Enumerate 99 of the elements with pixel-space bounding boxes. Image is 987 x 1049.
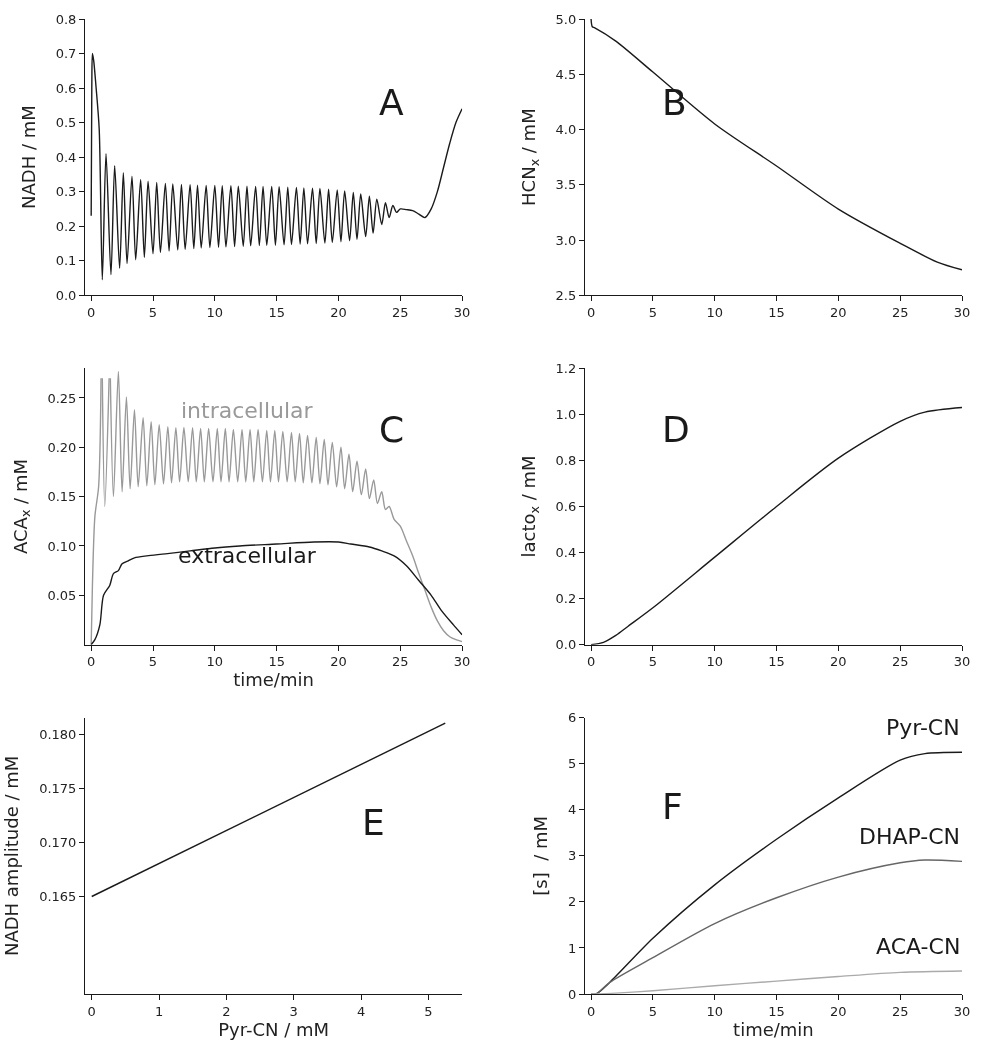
x-tick-label: 5: [148, 304, 158, 320]
x-tick-label: 20: [830, 304, 847, 320]
x-tick-label: 25: [392, 654, 409, 670]
x-tick-label: 10: [206, 654, 224, 670]
x-tick-label: 3: [289, 1003, 298, 1019]
x-tick-label: 5: [148, 654, 158, 670]
y-tick-label: 0.20: [47, 439, 77, 455]
x-tick-label: 15: [268, 654, 285, 670]
text: C: [379, 409, 405, 450]
y-tick-label: 1: [568, 940, 577, 956]
x-tick-label: 30: [453, 304, 471, 320]
series-label: DHAP-CN: [859, 824, 961, 849]
x-tick-label: 20: [330, 304, 347, 320]
y-tick-label: 0.1: [55, 253, 77, 269]
y-tick-label: 3.5: [555, 177, 577, 193]
y-tick-label: 0.170: [39, 834, 77, 850]
x-tick-label: 0: [87, 1003, 96, 1019]
y-tick-label: 4.5: [555, 66, 577, 82]
y-tick-label: 1.0: [555, 406, 577, 422]
x-tick-label: 0: [87, 654, 96, 670]
x-tick-label: 30: [953, 304, 971, 320]
y-axis-title: NADH / mM: [17, 105, 39, 209]
y-tick-label: 6: [568, 710, 577, 726]
text: F: [662, 786, 683, 827]
x-tick-label: 2: [222, 1003, 231, 1019]
x-tick-label: 0: [586, 304, 596, 320]
x-tick-label: 25: [392, 304, 409, 320]
x-tick-label: 25: [891, 1003, 909, 1019]
x-tick-label: 30: [953, 1003, 971, 1019]
y-tick-label: 0.7: [55, 46, 77, 62]
y-tick-label: 0.165: [39, 889, 77, 905]
x-tick-label: 15: [768, 654, 785, 670]
line-series: [590, 970, 962, 994]
y-tick-label: 0.8: [55, 11, 77, 27]
y-tick-label: 0: [568, 986, 577, 1002]
y-tick-label: 3: [568, 848, 577, 864]
y-tick-label: 0.05: [47, 587, 77, 603]
x-tick-label: 0: [87, 304, 96, 320]
y-axis-title: NADH amplitude / mM: [1, 755, 23, 957]
y-tick-label: 0.5: [55, 115, 77, 131]
x-tick-label: 0: [586, 654, 596, 670]
y-tick-label: 0.3: [55, 184, 77, 200]
x-axis-title: time/min: [733, 1018, 814, 1040]
y-tick-label: 0.175: [39, 780, 77, 796]
series-label: Pyr-CN: [886, 715, 960, 740]
y-tick-label: 0.8: [555, 453, 577, 468]
x-tick-label: 10: [706, 654, 723, 670]
line-series: [590, 19, 962, 271]
y-tick-label: 0.6: [555, 499, 577, 515]
line-series: [90, 52, 463, 281]
y-tick-label: 5.0: [555, 11, 577, 27]
y-axis-title: [s] / mM: [530, 816, 552, 896]
y-tick-label: 0.15: [47, 489, 77, 505]
y-tick-label: 4.0: [555, 122, 577, 138]
y-tick-label: 0.6: [55, 80, 77, 96]
y-tick-label: 2.5: [555, 287, 577, 303]
y-tick-label: 0.4: [55, 149, 77, 165]
x-tick-label: 20: [830, 654, 847, 670]
x-tick-label: 30: [953, 654, 971, 670]
y-tick-label: 0.180: [39, 726, 77, 742]
x-tick-label: 4: [356, 1003, 366, 1019]
y-tick-label: 0.4: [555, 545, 577, 561]
series-label: ACA-CN: [876, 934, 961, 959]
x-tick-label: 1: [154, 1003, 164, 1019]
x-tick-label: 10: [706, 304, 723, 320]
x-tick-label: 25: [891, 304, 909, 320]
text: A: [379, 82, 404, 123]
x-tick-label: 10: [206, 304, 224, 320]
y-tick-label: 3.0: [555, 232, 577, 248]
y-tick-label: 1.2: [555, 360, 577, 376]
y-tick-label: 0.2: [55, 218, 77, 234]
x-tick-label: 5: [648, 1003, 658, 1019]
x-tick-label: 5: [648, 654, 658, 670]
x-tick-label: 5: [648, 304, 658, 320]
x-tick-label: 10: [706, 1003, 723, 1019]
x-tick-label: 20: [330, 654, 347, 670]
x-tick-label: 15: [768, 1003, 785, 1019]
y-tick-label: 2: [568, 894, 577, 910]
x-tick-label: 15: [268, 304, 285, 320]
text: E: [362, 802, 385, 843]
y-tick-label: 5: [568, 756, 577, 772]
x-axis-title: time/min: [233, 669, 314, 691]
y-tick-label: 0.0: [55, 287, 77, 303]
y-tick-label: 4: [568, 802, 577, 818]
series-label: extracellular: [178, 543, 317, 568]
y-tick-label: 0.10: [47, 538, 77, 554]
y-tick-label: 0.0: [555, 637, 577, 653]
y-tick-label: 0.2: [555, 591, 577, 607]
text: B: [662, 82, 687, 123]
x-tick-label: 5: [424, 1003, 433, 1019]
x-tick-label: 0: [586, 1003, 596, 1019]
text: D: [662, 409, 690, 450]
x-tick-label: 25: [891, 654, 909, 670]
x-tick-label: 20: [830, 1003, 847, 1019]
x-tick-label: 15: [768, 304, 785, 320]
x-tick-label: 30: [453, 654, 471, 670]
y-tick-label: 0.25: [47, 390, 77, 406]
x-axis-title: Pyr-CN / mM: [218, 1018, 329, 1040]
series-label: intracellular: [181, 398, 314, 423]
